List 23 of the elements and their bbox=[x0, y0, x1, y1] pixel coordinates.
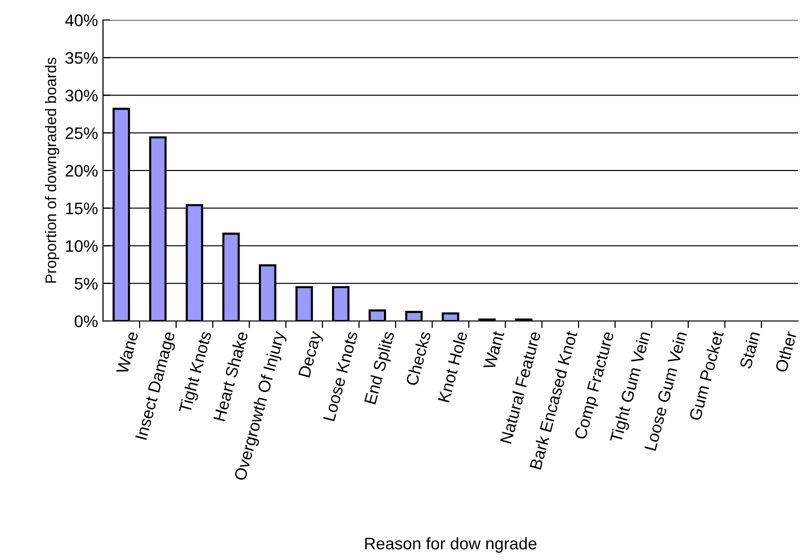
x-tick-label: Loose Knots bbox=[323, 330, 358, 422]
x-tick-label: Knot Hole bbox=[437, 330, 468, 403]
y-tick-label: 0% bbox=[74, 315, 98, 328]
y-tick-label: 25% bbox=[66, 127, 98, 140]
y-tick-label: 10% bbox=[66, 240, 98, 252]
x-tick-label: Checks bbox=[405, 330, 432, 386]
y-tick-label: 5% bbox=[74, 278, 98, 290]
x-tick-label: Decay bbox=[298, 330, 325, 378]
y-tick-label: 15% bbox=[66, 202, 98, 214]
x-tick-label: Gum Pocket bbox=[688, 330, 724, 421]
y-tick-label: 35% bbox=[65, 52, 98, 64]
x-tick-label: Other bbox=[774, 330, 797, 373]
x-tick-label: Want bbox=[483, 330, 504, 370]
y-tick-label: 30% bbox=[65, 90, 98, 102]
x-tick-label: Tight Knots bbox=[178, 330, 215, 415]
y-tick-label: 40% bbox=[65, 14, 98, 26]
y-tick-label: 20% bbox=[66, 164, 98, 177]
y-axis-title: Proportion of downgraded boards bbox=[44, 58, 60, 283]
x-tick-label: Wane bbox=[116, 330, 138, 375]
x-axis-title: Reason for dow ngrade bbox=[365, 537, 536, 553]
x-tick-label: End Splits bbox=[364, 330, 398, 406]
x-tick-label: Heart Shake bbox=[212, 330, 248, 422]
x-tick-label: Stain bbox=[738, 331, 760, 370]
